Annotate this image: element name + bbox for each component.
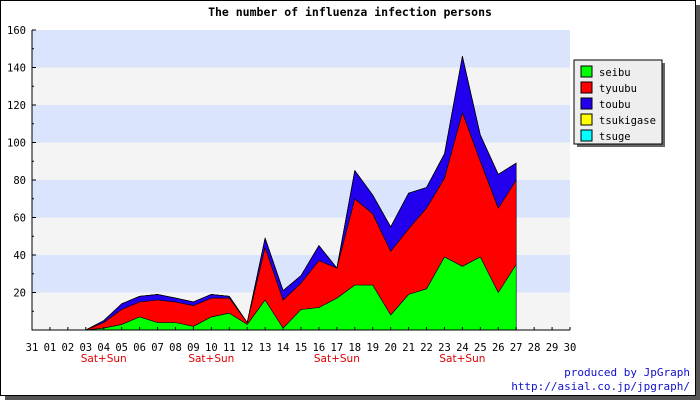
x-tick-label: 09	[187, 342, 200, 354]
x-tick-label: 12	[241, 342, 254, 354]
y-tick-label: 40	[13, 250, 26, 262]
y-tick-labels: 20 40 60 80 100 120 140 160	[7, 25, 26, 300]
x-tick-label: 03	[79, 342, 92, 354]
x-tick-label: 27	[510, 342, 523, 354]
x-tick-label: 29	[546, 342, 559, 354]
legend-swatch-tsuge	[580, 129, 593, 142]
y-tick-label: 80	[13, 175, 26, 187]
x-tick-label: 05	[115, 342, 128, 354]
chart-title: The number of influenza infection person…	[208, 5, 492, 19]
x-tick-label: 10	[205, 342, 218, 354]
x-tick-label: 24	[456, 342, 469, 354]
weekend-label: Sat+Sun	[314, 353, 360, 365]
legend-swatch-toubu	[580, 97, 593, 110]
legend-swatch-seibu	[580, 65, 593, 78]
legend-label-toubu: toubu	[599, 99, 631, 111]
legend-swatch-tsukigase	[580, 113, 593, 126]
x-tick-label: 08	[169, 342, 182, 354]
x-tick-label: 23	[438, 342, 451, 354]
weekend-label: Sat+Sun	[439, 353, 485, 365]
grid-band	[32, 30, 570, 68]
legend-label-seibu: seibu	[599, 67, 631, 79]
x-tick-label: 06	[133, 342, 146, 354]
legend-label-tyuubu: tyuubu	[599, 83, 637, 95]
x-tick-label: 31	[26, 342, 39, 354]
y-tick-label: 120	[7, 100, 26, 112]
x-tick-label: 20	[384, 342, 397, 354]
x-tick-label: 17	[331, 342, 344, 354]
credit-line-1: produced by JpGraph	[564, 366, 690, 379]
x-tick-label: 22	[420, 342, 433, 354]
weekend-labels: Sat+Sun Sat+Sun Sat+Sun Sat+Sun	[81, 353, 486, 365]
x-tick-label: 11	[223, 342, 236, 354]
x-tick-label: 02	[62, 342, 75, 354]
y-tick-label: 100	[7, 138, 26, 150]
x-tick-label: 18	[348, 342, 361, 354]
x-tick-label: 01	[44, 342, 57, 354]
weekend-label: Sat+Sun	[188, 353, 234, 365]
x-tick-labels: 31 01 02 03 04 05 06 07 08 09 10 11 12 13 14 15 16 17 18 19…	[26, 342, 577, 354]
x-tick-label: 16	[313, 342, 326, 354]
y-tick-label: 20	[13, 288, 26, 300]
x-tick-label: 25	[474, 342, 487, 354]
x-tick-label: 15	[295, 342, 308, 354]
credit-line-2[interactable]: http://asial.co.jp/jpgraph/	[511, 380, 690, 393]
x-tick-label: 14	[277, 342, 290, 354]
y-tick-label: 60	[13, 213, 26, 225]
x-tick-label: 30	[564, 342, 577, 354]
x-tick-label: 26	[492, 342, 505, 354]
y-tick-label: 160	[7, 25, 26, 37]
grid-band	[32, 105, 570, 143]
x-tick-label: 28	[528, 342, 541, 354]
legend-label-tsukigase: tsukigase	[599, 115, 656, 127]
axes	[31, 29, 571, 331]
x-tick-label: 21	[402, 342, 415, 354]
legend-swatch-tyuubu	[580, 81, 593, 94]
weekend-label: Sat+Sun	[81, 353, 127, 365]
x-tick-label: 19	[366, 342, 379, 354]
legend: seibu tyuubu toubu tsukigase tsuge	[573, 59, 665, 147]
area-tsuge	[31, 55, 517, 331]
x-tick-label: 07	[151, 342, 164, 354]
frame-shadow-right	[696, 5, 700, 400]
y-tick-label: 140	[7, 63, 26, 75]
x-tick-label: 13	[259, 342, 272, 354]
legend-label-tsuge: tsuge	[599, 131, 631, 143]
series-areas	[31, 55, 517, 331]
frame-shadow-bottom	[5, 396, 700, 400]
x-tick-label: 04	[97, 342, 110, 354]
